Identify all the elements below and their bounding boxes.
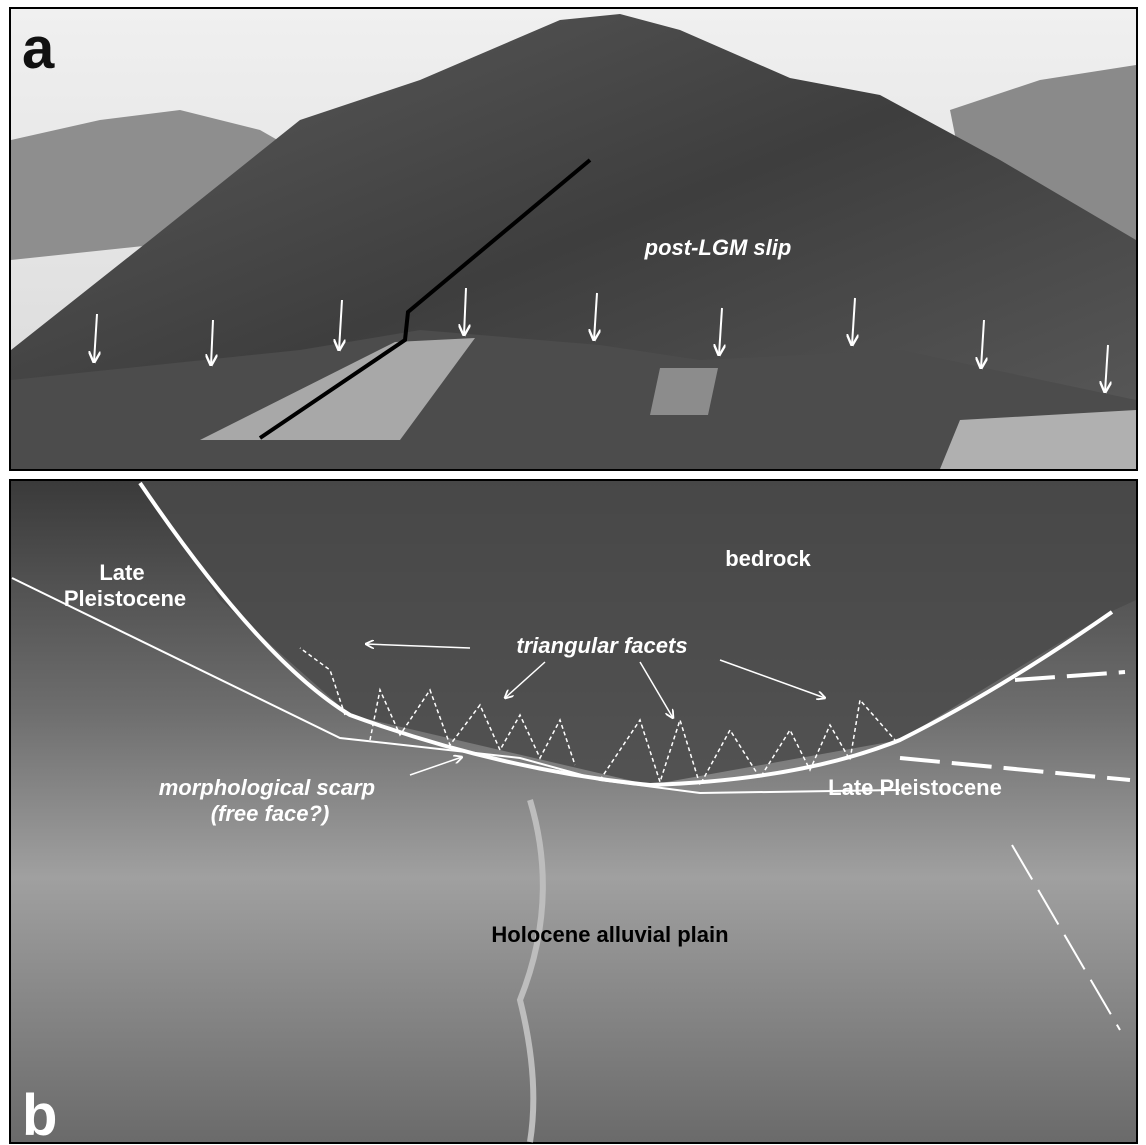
annotation: post-LGM slip [644, 235, 792, 260]
panel-label: a [22, 16, 55, 81]
panel-label: b [22, 1083, 57, 1145]
annotation: Late Pleistocene [828, 775, 1002, 800]
annotation: triangular facets [516, 633, 687, 658]
panel-a: a post-LGM slip [10, 8, 1137, 470]
figure: a post-LGM slip Late Pleistocene bedrock… [0, 0, 1146, 1145]
annotation-line: (free face?) [211, 801, 330, 826]
annotation-line: Late [99, 560, 144, 585]
annotation: Holocene alluvial plain [491, 922, 728, 947]
annotation-line: Pleistocene [64, 586, 186, 611]
annotation: bedrock [725, 546, 811, 571]
field [650, 368, 718, 415]
panel-b: Late Pleistocene bedrock triangular face… [10, 480, 1137, 1145]
annotation-line: morphological scarp [159, 775, 375, 800]
